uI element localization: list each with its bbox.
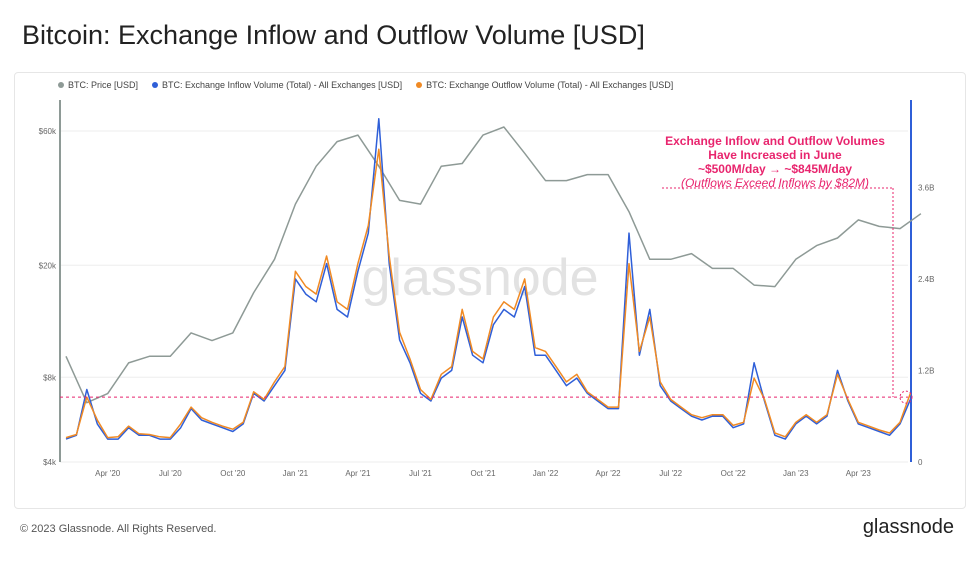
outflow-line xyxy=(65,148,912,439)
legend-dot-inflow xyxy=(152,82,159,88)
brand-logo: glassnode xyxy=(862,516,954,538)
y-right-tick-label: 0 xyxy=(918,458,923,467)
y-left-tick-label: $4k xyxy=(43,458,57,467)
legend-dot-outflow xyxy=(416,82,423,88)
highlight-circle xyxy=(899,390,913,404)
annotation-note: (Outflows Exceed Inflows by $82M) xyxy=(680,176,870,190)
y-left-tick-label: $8k xyxy=(43,373,57,382)
legend-item-inflow[interactable]: BTC: Exchange Inflow Volume (Total) - Al… xyxy=(152,80,402,90)
price-line xyxy=(65,126,922,404)
x-tick-label: Oct '20 xyxy=(220,469,246,478)
x-tick-label: Jul '21 xyxy=(409,469,432,478)
x-tick-label: Jan '21 xyxy=(283,469,309,478)
annotation-line: Have Increased in June xyxy=(708,148,842,162)
y-right-tick-label: 2.4B xyxy=(918,275,934,284)
legend-label: BTC: Exchange Inflow Volume (Total) - Al… xyxy=(162,80,403,90)
legend-dot-price xyxy=(58,82,64,88)
y-right-tick-label: 3.6B xyxy=(918,183,934,192)
legend-label: BTC: Exchange Outflow Volume (Total) - A… xyxy=(426,80,674,90)
x-tick-label: Jan '22 xyxy=(533,469,559,478)
copyright: © 2023 Glassnode. All Rights Reserved. xyxy=(20,523,217,535)
x-tick-label: Oct '22 xyxy=(721,469,747,478)
y-left-tick-label: $60k xyxy=(39,127,57,136)
legend-item-price[interactable]: BTC: Price [USD] xyxy=(58,80,138,90)
y-left-tick-label: $20k xyxy=(39,261,57,270)
chart-panel xyxy=(14,72,966,509)
x-tick-label: Jan '23 xyxy=(783,469,809,478)
x-tick-label: Jul '22 xyxy=(659,469,682,478)
x-tick-label: Apr '23 xyxy=(846,469,872,478)
annotation-line: Exchange Inflow and Outflow Volumes xyxy=(665,134,885,148)
x-tick-label: Apr '21 xyxy=(345,469,371,478)
legend-item-outflow[interactable]: BTC: Exchange Outflow Volume (Total) - A… xyxy=(416,80,673,90)
x-tick-label: Jul '20 xyxy=(159,469,182,478)
annotation: Exchange Inflow and Outflow Volumes Have… xyxy=(640,134,910,190)
x-tick-label: Apr '22 xyxy=(596,469,622,478)
annotation-line: (Outflows Exceed Inflows by $82M) xyxy=(640,176,910,190)
page-title: Bitcoin: Exchange Inflow and Outflow Vol… xyxy=(22,20,645,50)
y-right-tick-label: 1.2B xyxy=(918,366,934,375)
legend: BTC: Price [USD] BTC: Exchange Inflow Vo… xyxy=(58,80,673,90)
x-tick-label: Apr '20 xyxy=(95,469,121,478)
watermark: glassnode xyxy=(361,249,598,307)
x-tick-label: Oct '21 xyxy=(470,469,496,478)
legend-label: BTC: Price [USD] xyxy=(68,80,139,90)
annotation-line: ~$500M/day → ~$845M/day xyxy=(697,162,853,176)
